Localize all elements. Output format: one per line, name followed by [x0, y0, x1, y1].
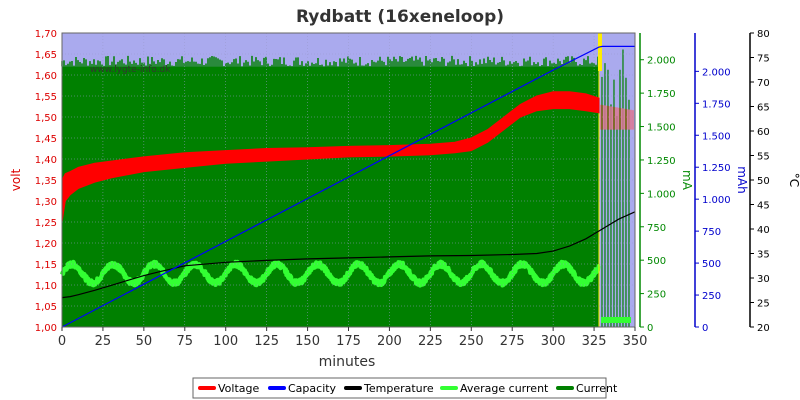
- mah-axis-label: mAh: [735, 166, 749, 194]
- mah-tick-label: 250: [702, 291, 721, 302]
- volt-tick-label: 1,50: [35, 113, 57, 124]
- chart-title: Rydbatt (16xeneloop): [296, 7, 504, 27]
- temp-tick-label: 80: [757, 29, 770, 40]
- end-marker: [597, 33, 602, 71]
- current-area: [62, 66, 599, 327]
- temp-tick-label: 50: [757, 176, 770, 187]
- ma-tick-label: 2.000: [647, 56, 676, 67]
- average-current-line: [60, 259, 601, 288]
- temp-axis-label: °C: [787, 173, 800, 187]
- x-tick-label: 25: [95, 334, 112, 349]
- capacity-line: [61, 45, 635, 328]
- axes: 0 25 50 75 100 125 150 175 200 225 250 275 300 325 350…: [9, 29, 800, 349]
- volt-tick-label: 1,60: [35, 71, 57, 82]
- volt-tick-label: 1,65: [35, 50, 57, 61]
- temperature-line: [61, 211, 636, 299]
- temp-tick-label: 60: [757, 127, 770, 138]
- ma-tick-label: 1.500: [647, 123, 676, 134]
- x-tick-label: 300: [541, 334, 566, 349]
- mah-tick-label: 1.250: [702, 163, 731, 174]
- volt-tick-label: 1,10: [35, 281, 57, 292]
- average-current-after: [600, 316, 631, 323]
- ma-tick-label: 1.000: [647, 189, 676, 200]
- legend-label: Current: [576, 382, 618, 395]
- mah-tick-label: 2.000: [702, 67, 731, 78]
- volt-tick-label: 1,55: [35, 92, 57, 103]
- plot-area: [60, 32, 636, 328]
- x-tick-label: 75: [177, 334, 194, 349]
- x-axis-label: minutes: [319, 354, 376, 370]
- volt-tick-label: 1,05: [35, 302, 57, 313]
- mah-tick-label: 1.000: [702, 195, 731, 206]
- watermark: www.lygte-info.dk: [90, 65, 171, 75]
- legend-label: Temperature: [363, 382, 434, 395]
- mah-tick-label: 1.500: [702, 131, 731, 142]
- voltage-after: [600, 104, 634, 130]
- x-tick-label: 325: [582, 334, 607, 349]
- volt-tick-label: 1,40: [35, 155, 57, 166]
- temp-tick-label: 75: [757, 54, 770, 65]
- ma-tick-label: 500: [647, 256, 666, 267]
- x-tick-label: 100: [213, 334, 238, 349]
- x-tick-label: 50: [136, 334, 153, 349]
- temp-tick-label: 40: [757, 225, 770, 236]
- legend: Voltage Capacity Temperature Average curren…: [192, 377, 618, 399]
- legend-label: Average current: [460, 382, 549, 395]
- current-pulses: [601, 49, 630, 327]
- volt-tick-label: 1,30: [35, 197, 57, 208]
- mah-tick-label: 500: [702, 259, 721, 270]
- temp-tick-label: 65: [757, 103, 770, 114]
- voltage-band: [61, 91, 600, 223]
- x-tick-label: 150: [295, 334, 320, 349]
- volt-tick-label: 1,45: [35, 134, 57, 145]
- temp-tick-label: 35: [757, 250, 770, 261]
- temp-tick-label: 30: [757, 274, 770, 285]
- volt-tick-label: 1,15: [35, 260, 57, 271]
- volt-tick-label: 1,35: [35, 176, 57, 187]
- legend-box: [192, 377, 607, 399]
- volt-tick-label: 1,00: [35, 323, 57, 334]
- x-tick-label: 250: [459, 334, 484, 349]
- ma-tick-label: 1.250: [647, 156, 676, 167]
- x-tick-label: 225: [418, 334, 443, 349]
- ma-tick-label: 250: [647, 290, 666, 301]
- volt-axis-label: volt: [9, 168, 23, 191]
- mah-tick-label: 1.750: [702, 99, 731, 110]
- temp-tick-label: 55: [757, 152, 770, 163]
- volt-tick-label: 1,70: [35, 29, 57, 40]
- x-tick-label: 0: [58, 334, 66, 349]
- temp-tick-label: 25: [757, 299, 770, 310]
- x-tick-label: 125: [254, 334, 279, 349]
- x-tick-label: 275: [500, 334, 525, 349]
- legend-label: Voltage: [218, 382, 259, 395]
- ma-tick-label: 750: [647, 223, 666, 234]
- legend-label: Capacity: [288, 382, 337, 395]
- x-tick-label: 350: [623, 334, 648, 349]
- mah-tick-label: 0: [702, 323, 708, 334]
- ma-axis-label: mA: [680, 170, 694, 191]
- ma-tick-label: 1.750: [647, 89, 676, 100]
- ma-tick-label: 0: [647, 323, 653, 334]
- volt-tick-label: 1,20: [35, 239, 57, 250]
- x-tick-label: 200: [377, 334, 402, 349]
- mah-tick-label: 750: [702, 227, 721, 238]
- temp-tick-label: 20: [757, 323, 770, 334]
- x-tick-label: 175: [336, 334, 361, 349]
- volt-tick-label: 1,25: [35, 218, 57, 229]
- temp-tick-label: 45: [757, 201, 770, 212]
- temp-tick-label: 70: [757, 78, 770, 89]
